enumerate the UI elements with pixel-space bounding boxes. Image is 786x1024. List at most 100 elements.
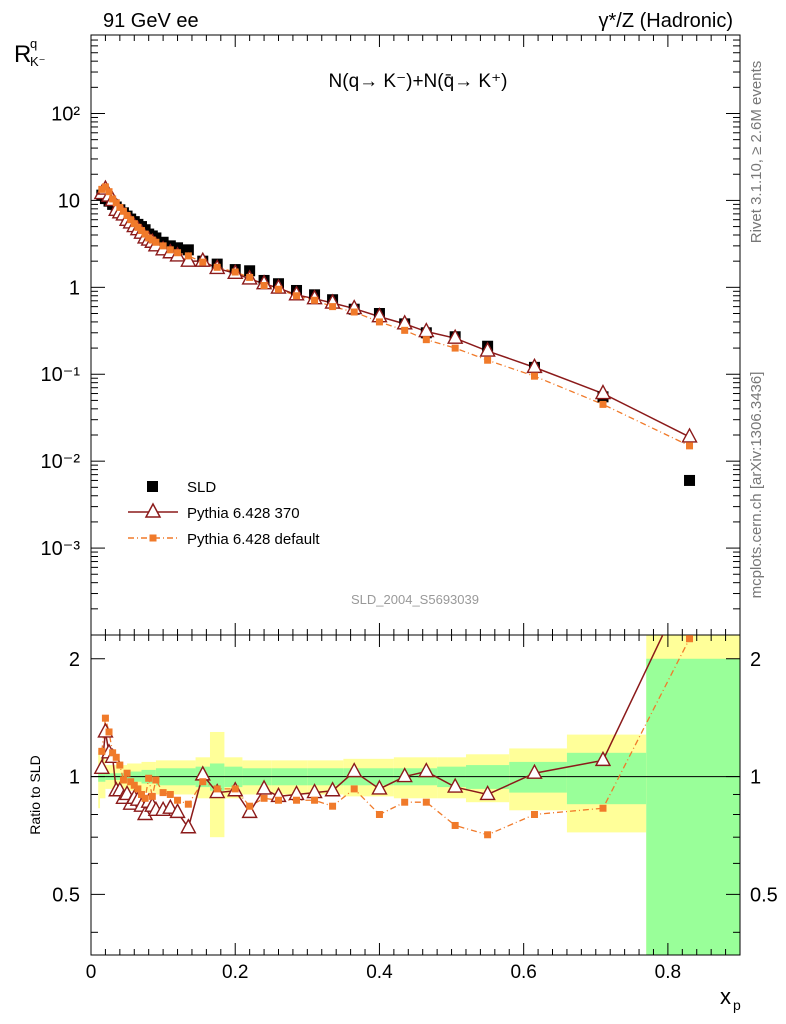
ratio-point-pdefault <box>116 761 124 769</box>
legend-label-sld: SLD <box>187 479 216 496</box>
point-pdefault <box>98 185 106 193</box>
y-axis-label-sup: q <box>30 36 37 51</box>
point-pdefault <box>329 303 337 311</box>
ratio-point-pdefault <box>152 776 160 784</box>
point-pdefault <box>375 318 383 326</box>
legend-marker-p370 <box>144 502 162 518</box>
point-pdefault <box>152 238 160 246</box>
ratio-point-pdefault <box>213 785 221 793</box>
ratio-tick-label-left: 0.5 <box>52 884 80 906</box>
legend-marker-pdefault <box>149 534 157 542</box>
point-pdefault <box>311 296 319 304</box>
point-pdefault <box>260 281 268 289</box>
y-axis-label-main: R <box>14 41 31 68</box>
x-tick-label: 0.2 <box>222 962 248 983</box>
x-tick-label: 0 <box>86 962 97 983</box>
point-pdefault <box>213 263 221 271</box>
ratio-point-pdefault <box>422 798 430 806</box>
ratio-point-p370 <box>241 802 258 819</box>
y-axis-label: R q K⁻ <box>14 36 46 69</box>
ratio-point-pdefault <box>530 810 538 818</box>
point-pdefault <box>451 344 459 352</box>
point-p370 <box>594 384 612 400</box>
ratio-tick-label-right: 0.5 <box>750 884 778 906</box>
point-pdefault <box>530 372 538 380</box>
x-tick-label: 0.8 <box>655 962 681 983</box>
point-pdefault <box>174 249 182 257</box>
ratio-point-pdefault <box>350 785 358 793</box>
ratio-point-p370 <box>446 777 464 793</box>
ratio-point-p370 <box>169 802 186 819</box>
ratio-point-pdefault <box>166 790 174 798</box>
x-tick-label: 0.6 <box>510 962 536 983</box>
ratio-point-pdefault <box>101 714 109 722</box>
point-pdefault <box>246 273 254 281</box>
point-p370 <box>526 357 543 374</box>
ratio-point-pdefault <box>159 789 167 797</box>
ratio-point-pdefault <box>123 769 131 777</box>
point-pdefault <box>119 207 127 215</box>
ratio-point-pdefault <box>148 792 156 800</box>
ratio-point-pdefault <box>141 794 149 802</box>
ratio-point-p370 <box>594 750 612 767</box>
legend-label-pdefault: Pythia 6.428 default <box>187 531 320 548</box>
ratio-tick-label-right: 1 <box>750 767 761 789</box>
point-sld <box>684 474 696 486</box>
ratio-point-pdefault <box>375 810 383 818</box>
ratio-point-pdefault <box>98 747 106 755</box>
point-pdefault <box>231 268 239 276</box>
ratio-point-p370 <box>346 762 363 778</box>
ratio-tick-label-left: 1 <box>69 767 80 789</box>
ratio-point-pdefault <box>231 785 239 793</box>
x-tick-label: 0.4 <box>366 962 393 983</box>
ratio-point-pdefault <box>260 794 268 802</box>
ratio-point-pdefault <box>174 796 182 804</box>
point-sld <box>182 244 194 256</box>
ratio-point-pdefault <box>134 785 142 793</box>
ratio-point-p370 <box>136 805 154 821</box>
ratio-point-pdefault <box>184 800 192 808</box>
point-pdefault <box>134 223 142 231</box>
point-pdefault <box>350 308 358 316</box>
analysis-id: SLD_2004_S5693039 <box>351 592 479 607</box>
point-pdefault <box>686 442 694 450</box>
ratio-point-p370 <box>180 818 197 834</box>
point-pdefault <box>145 234 153 242</box>
y-tick-label: 10⁻³ <box>41 538 81 560</box>
ratio-tick-label-right: 2 <box>750 649 761 671</box>
data-series <box>93 179 698 839</box>
ratio-point-pdefault <box>137 790 145 798</box>
y-tick-label: 10² <box>51 103 80 125</box>
band-stat-7 <box>209 763 225 791</box>
ratio-point-pdefault <box>293 796 301 804</box>
point-pdefault <box>199 258 207 266</box>
ratio-point-pdefault <box>105 728 113 736</box>
ratio-tick-label-left: 2 <box>69 649 80 671</box>
ratio-uncertainty-bands <box>98 635 740 955</box>
rivet-label: Rivet 3.1.10, ≥ 2.6M events <box>748 61 765 244</box>
ratio-point-pdefault <box>484 831 492 839</box>
ratio-line-pdefault <box>101 638 691 836</box>
point-pdefault <box>141 230 149 238</box>
y-tick-label: 1 <box>69 277 80 299</box>
ratio-point-pdefault <box>451 821 459 829</box>
ratio-point-p370 <box>93 758 110 774</box>
ratio-point-p370 <box>526 763 543 779</box>
ratio-point-p370 <box>396 767 413 783</box>
point-pdefault <box>137 227 145 235</box>
point-pdefault <box>148 236 156 244</box>
ratio-point-p370 <box>324 781 341 797</box>
y-tick-label: 10⁻² <box>41 451 81 473</box>
ratio-point-p370 <box>255 779 273 795</box>
point-pdefault <box>101 183 109 191</box>
ratio-point-p370 <box>418 762 435 778</box>
point-pdefault <box>116 203 124 211</box>
point-p370 <box>479 341 496 357</box>
legend-label-p370: Pythia 6.428 370 <box>187 505 300 522</box>
point-pdefault <box>105 188 113 196</box>
ratio-point-pdefault <box>112 753 120 761</box>
ratio-point-pdefault <box>401 798 409 806</box>
ratio-point-pdefault <box>199 778 207 786</box>
ratio-point-p370 <box>683 571 697 584</box>
